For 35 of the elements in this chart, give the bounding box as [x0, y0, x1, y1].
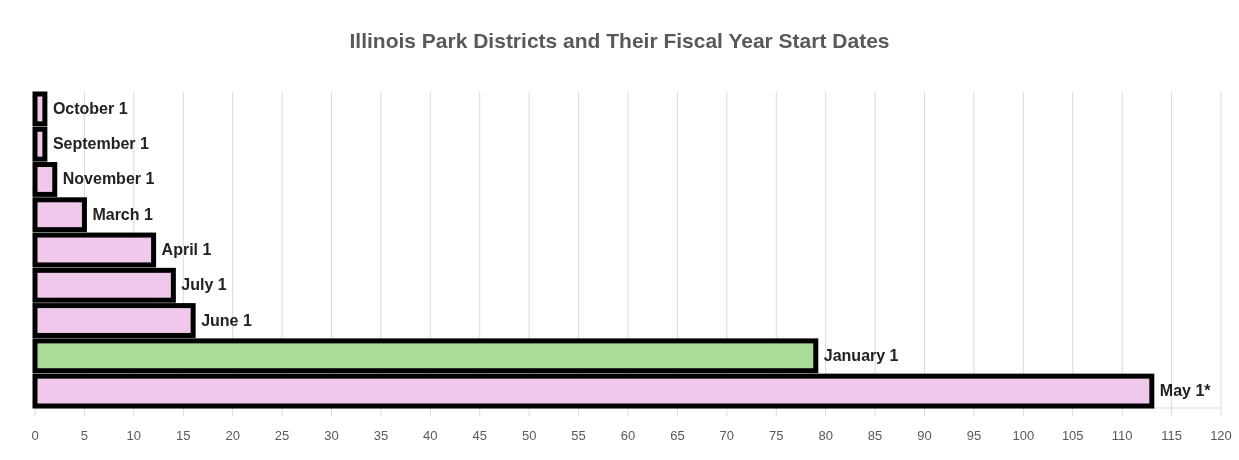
x-tick-label: 120	[1210, 428, 1232, 443]
x-tick-label: 15	[176, 428, 191, 443]
x-tick-label: 110	[1111, 428, 1133, 443]
x-tick-label: 0	[31, 428, 39, 443]
x-tick-label: 90	[917, 428, 932, 443]
x-tick-label: 105	[1061, 428, 1084, 443]
y-tick-label: July 1	[181, 276, 227, 294]
y-tick-label: May 1*	[1159, 382, 1212, 400]
y-tick-label: April 1	[161, 241, 212, 258]
y-tick-label: March 1	[92, 205, 153, 223]
x-tick-label: 65	[670, 428, 685, 443]
y-tick-label: June 1	[201, 311, 252, 329]
y-tick-label: November 1	[62, 170, 155, 188]
x-tick-label: 30	[324, 428, 339, 443]
x-tick-label: 80	[818, 428, 833, 443]
x-tick-label: 10	[126, 428, 142, 443]
x-tick-label: 70	[719, 428, 735, 443]
x-tick-label: 20	[225, 428, 240, 443]
y-tick-label: October 1	[52, 99, 128, 117]
y-tick-label: September 1	[52, 135, 150, 153]
x-tick-label: 85	[867, 428, 883, 443]
x-tick-label: 50	[521, 428, 537, 443]
y-tick-label: January 1	[823, 346, 899, 364]
x-tick-label: 100	[1012, 428, 1035, 443]
x-tick-label: 35	[373, 428, 389, 443]
x-tick-label: 5	[80, 428, 89, 443]
x-tick-label: 95	[966, 428, 982, 443]
x-tick-label: 40	[423, 428, 438, 443]
x-tick-label: 115	[1161, 428, 1182, 443]
chart-title: Illinois Park Districts and Their Fiscal Year Start Dates	[349, 29, 890, 52]
x-tick-label: 75	[769, 428, 784, 443]
x-tick-label: 25	[274, 428, 290, 443]
x-tick-label: 45	[472, 428, 487, 443]
x-tick-label: 60	[620, 428, 636, 443]
x-tick-label: 55	[571, 428, 586, 443]
